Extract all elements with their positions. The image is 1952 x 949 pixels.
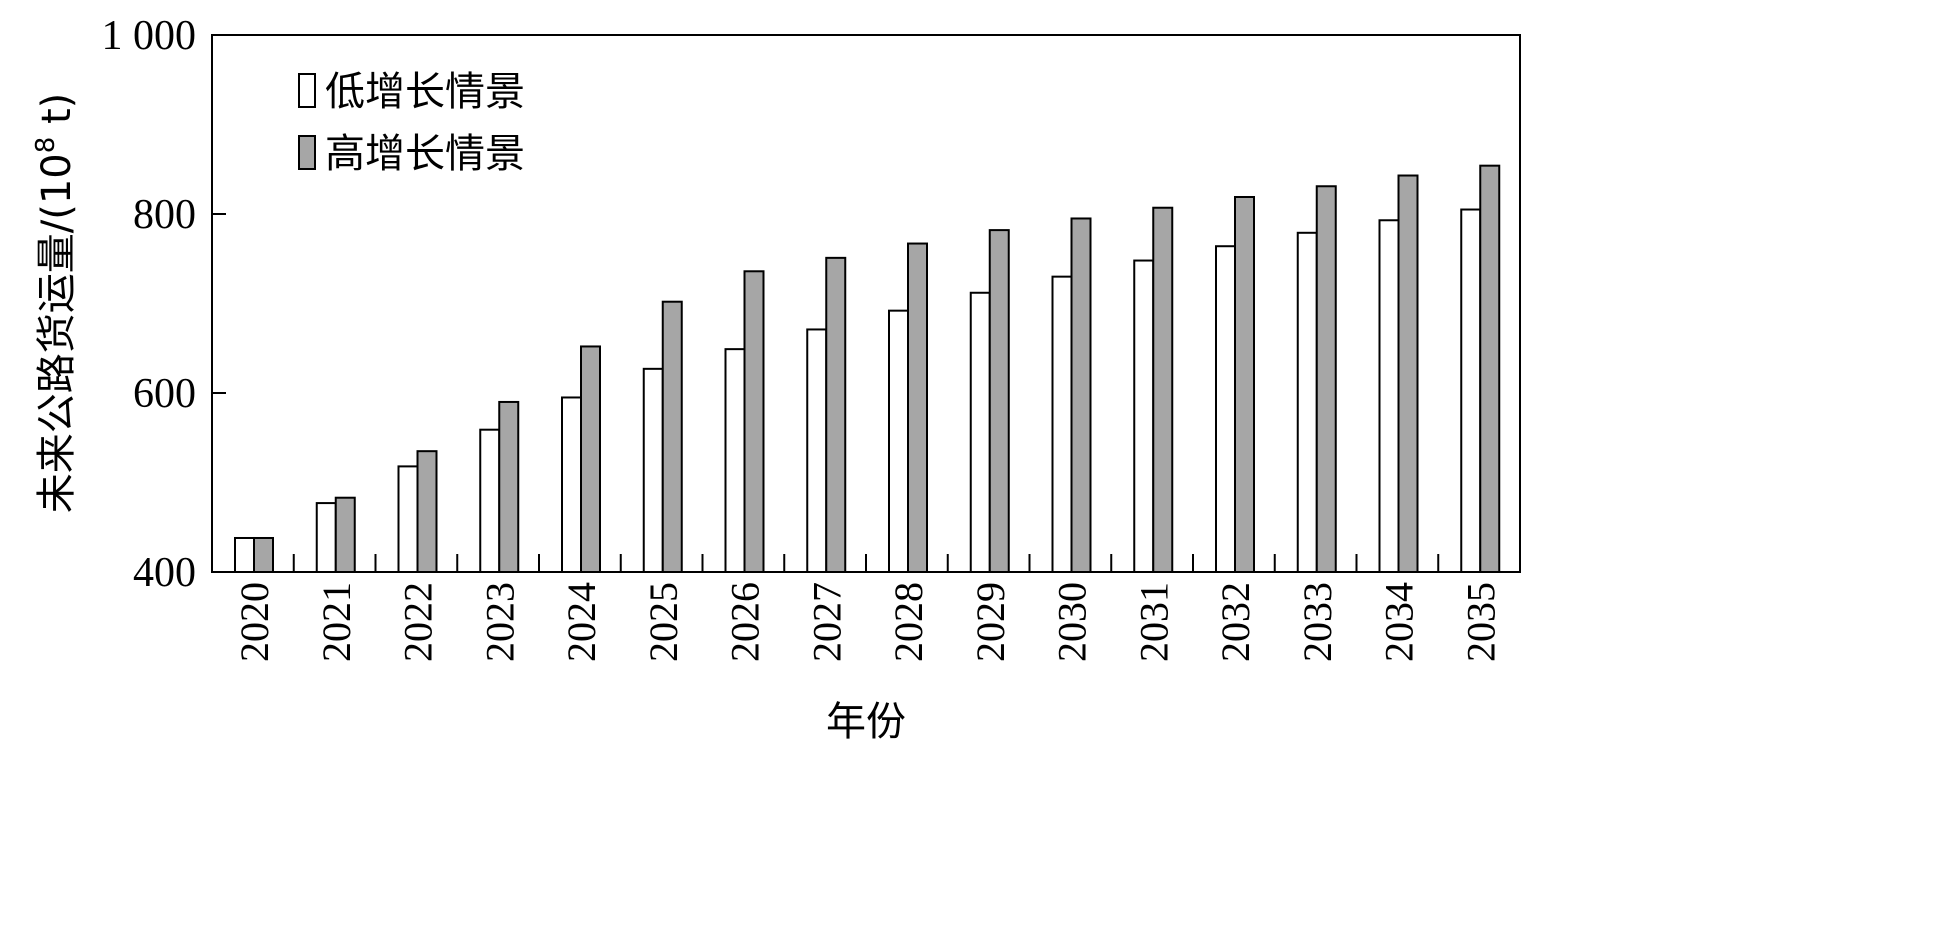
bar-low-2020 <box>234 536 255 573</box>
bar-low-2026 <box>724 348 746 573</box>
y-tick-label: 400 <box>133 550 196 596</box>
bar-low-2031 <box>1133 259 1155 573</box>
bar-low-2023 <box>479 428 501 573</box>
legend: 低增长情景 高增长情景 <box>298 69 525 177</box>
bar-low-2025 <box>642 367 664 573</box>
x-tick-label: 2023 <box>477 582 522 662</box>
legend-swatch-high <box>298 135 316 170</box>
legend-item-high: 高增长情景 <box>298 131 525 177</box>
x-tick-label: 2032 <box>1213 582 1258 662</box>
x-tick-label: 2027 <box>804 582 849 662</box>
bar-high-2021 <box>334 496 356 573</box>
bar-high-2020 <box>253 536 274 573</box>
bar-low-2029 <box>969 291 991 573</box>
y-axis-title-unit: t) <box>34 93 80 137</box>
bar-high-2029 <box>988 229 1010 574</box>
bar-low-2027 <box>806 328 828 573</box>
bar-high-2025 <box>661 300 683 573</box>
bar-high-2026 <box>743 270 765 573</box>
bar-high-2028 <box>907 242 928 573</box>
bar-high-2032 <box>1234 195 1255 573</box>
y-tick-label: 600 <box>133 371 196 417</box>
axis-ticks <box>212 34 1440 573</box>
bar-low-2022 <box>397 465 419 574</box>
x-tick-label: 2022 <box>396 582 441 662</box>
y-tick-label: 800 <box>133 192 196 238</box>
legend-label-high: 高增长情景 <box>325 131 525 177</box>
x-tick-labels: 2020 2021 2022 2023 2024 2025 2026 2027 2028 2029… <box>232 582 1503 662</box>
legend-swatch-low <box>298 73 316 108</box>
legend-label-low: 低增长情景 <box>325 69 525 115</box>
bar-low-2021 <box>315 502 337 573</box>
x-tick-label: 2026 <box>723 582 768 662</box>
x-tick-label: 2030 <box>1050 582 1095 662</box>
x-tick-label: 2029 <box>968 582 1013 662</box>
x-tick-label: 2035 <box>1458 582 1503 662</box>
x-tick-label: 2031 <box>1131 582 1176 662</box>
x-tick-label: 2024 <box>559 582 604 662</box>
y-axis-title-exponent: 8 <box>31 137 61 154</box>
x-axis-title: 年份 <box>826 699 906 745</box>
bar-high-2033 <box>1315 185 1337 573</box>
bars <box>234 164 1501 574</box>
bar-high-2024 <box>580 345 601 573</box>
plot-frame <box>211 34 1521 573</box>
y-tick-labels: 400 600 800 1 000 <box>102 13 197 596</box>
bar-low-2028 <box>888 309 909 573</box>
bar-low-2024 <box>561 396 582 573</box>
bar-high-2030 <box>1070 217 1092 573</box>
bar-high-2022 <box>416 450 438 573</box>
bar-high-2035 <box>1479 164 1501 573</box>
bar-high-2027 <box>825 256 847 573</box>
x-tick-label: 2020 <box>232 582 277 662</box>
bar-high-2023 <box>498 400 520 574</box>
bar-low-2033 <box>1296 231 1318 573</box>
x-tick-label: 2025 <box>641 582 686 662</box>
bar-high-2034 <box>1397 174 1419 573</box>
bar-low-2035 <box>1460 208 1482 573</box>
bar-low-2034 <box>1378 219 1400 573</box>
legend-item-low: 低增长情景 <box>298 69 525 115</box>
y-tick-label: 1 000 <box>102 13 197 59</box>
x-tick-label: 2021 <box>314 582 359 662</box>
y-axis-title-main: 未来公路货运量/(10 <box>34 153 80 513</box>
x-tick-label: 2028 <box>886 582 931 662</box>
x-tick-label: 2033 <box>1295 582 1340 662</box>
bar-low-2032 <box>1215 245 1236 573</box>
bar-low-2030 <box>1051 275 1073 573</box>
x-tick-label: 2034 <box>1377 582 1422 662</box>
y-axis-title: 未来公路货运量/(108 t) <box>31 93 80 514</box>
bar-high-2031 <box>1152 206 1174 574</box>
